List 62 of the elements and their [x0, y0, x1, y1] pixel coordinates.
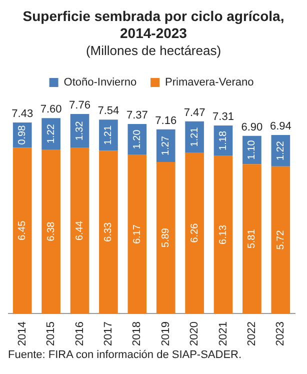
- x-tick-label: 2015: [45, 322, 58, 346]
- data-label: 5.72: [275, 230, 286, 250]
- x-tick-label: 2023: [274, 322, 287, 346]
- bar: [70, 148, 90, 314]
- total-label: 7.43: [12, 108, 34, 120]
- data-label: 6.38: [46, 221, 57, 242]
- source-note: Fuente: FIRA con información de SIAP-SADER.: [8, 349, 243, 362]
- x-tick-label: 2017: [102, 322, 114, 346]
- data-label: 1.22: [46, 124, 57, 144]
- bar: [214, 156, 233, 314]
- total-label: 7.60: [40, 104, 62, 116]
- data-label: 1.10: [246, 140, 258, 160]
- x-tick-label: 2018: [131, 322, 144, 346]
- data-label: 6.13: [218, 224, 229, 244]
- bar: [185, 121, 204, 153]
- data-label: 1.18: [218, 130, 229, 150]
- bar: [185, 152, 204, 314]
- bar: [99, 120, 118, 151]
- data-label: 0.98: [17, 124, 28, 145]
- chart-subtitle: (Millones de hectáreas): [84, 42, 222, 59]
- x-tick-label: 2016: [74, 322, 86, 346]
- data-label: 1.21: [189, 126, 200, 147]
- bar: [271, 166, 290, 314]
- data-label: 6.26: [189, 222, 200, 243]
- data-label: 1.32: [74, 120, 86, 141]
- bar: [156, 129, 176, 162]
- bar: [42, 118, 60, 150]
- data-label: 1.20: [132, 129, 143, 150]
- data-label: 6.17: [132, 224, 143, 244]
- total-label: 7.54: [98, 105, 120, 118]
- data-label: 5.89: [160, 228, 172, 248]
- x-tick-label: 2020: [188, 322, 201, 346]
- data-label: 6.44: [74, 220, 86, 240]
- bar: [128, 124, 147, 155]
- total-label: 7.76: [69, 99, 90, 112]
- data-label: 6.45: [17, 220, 28, 240]
- bar: [12, 148, 32, 314]
- data-label: 1.27: [160, 136, 172, 156]
- x-tick-label: 2021: [217, 322, 230, 346]
- total-label: 7.47: [184, 106, 206, 119]
- bar: [242, 164, 262, 314]
- total-label: 6.90: [241, 121, 263, 134]
- bar: [271, 135, 290, 166]
- total-label: 6.94: [270, 120, 292, 133]
- total-label: 7.31: [212, 111, 234, 124]
- x-tick-label: 2014: [16, 322, 28, 346]
- data-label: 6.33: [103, 222, 114, 242]
- chart-title: Superficie sembrada por ciclo agrícola, 2014-2023: [22, 8, 286, 42]
- legend-label: Otoño-Invierno: [64, 76, 137, 89]
- bar: [99, 150, 118, 314]
- data-label: 5.81: [246, 228, 258, 249]
- legend-label: Primavera-Verano: [165, 76, 254, 89]
- x-tick-label: 2019: [160, 322, 172, 346]
- bar: [156, 162, 176, 314]
- total-label: 7.37: [126, 110, 148, 122]
- data-label: 1.22: [275, 140, 286, 160]
- bar: [128, 154, 147, 314]
- total-label: 7.16: [155, 114, 177, 127]
- x-tick-label: 2022: [246, 322, 258, 346]
- bar: [42, 149, 60, 314]
- data-label: 1.21: [103, 125, 114, 145]
- bar: [242, 136, 262, 164]
